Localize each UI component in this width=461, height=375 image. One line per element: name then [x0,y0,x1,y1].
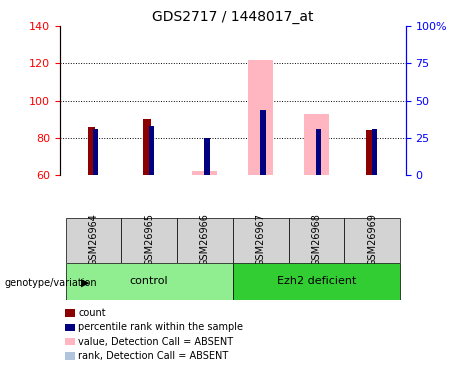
Bar [121,217,177,262]
Text: GSM26969: GSM26969 [367,214,377,266]
Bar [316,129,321,175]
Text: genotype/variation: genotype/variation [5,278,97,288]
Text: count: count [78,308,106,318]
Bar [260,110,266,175]
Text: GSM26967: GSM26967 [256,213,266,267]
Text: GSM26965: GSM26965 [144,213,154,267]
Text: GSM26968: GSM26968 [312,214,321,266]
Text: value, Detection Call = ABSENT: value, Detection Call = ABSENT [78,337,233,346]
Bar [289,217,344,262]
Bar [344,217,400,262]
Bar [65,217,121,262]
Bar [88,127,95,175]
Bar [204,138,210,175]
Text: GSM26964: GSM26964 [89,214,98,266]
Bar [177,217,233,262]
Text: Ezh2 deficient: Ezh2 deficient [277,276,356,286]
Text: control: control [130,276,168,286]
Bar [260,110,266,175]
Bar [93,129,98,175]
Title: GDS2717 / 1448017_at: GDS2717 / 1448017_at [152,10,313,24]
Bar [366,130,373,175]
Text: GSM26966: GSM26966 [200,214,210,266]
Bar [65,262,233,300]
Bar [143,119,151,175]
Bar [316,129,321,175]
Bar [372,129,377,175]
Bar [192,171,218,175]
Bar [304,114,329,175]
Bar [233,262,400,300]
Bar [148,126,154,175]
Text: ▶: ▶ [81,278,89,288]
Bar [248,60,273,175]
Bar [233,217,289,262]
Text: percentile rank within the sample: percentile rank within the sample [78,322,243,332]
Text: rank, Detection Call = ABSENT: rank, Detection Call = ABSENT [78,351,229,361]
Bar [204,138,210,175]
